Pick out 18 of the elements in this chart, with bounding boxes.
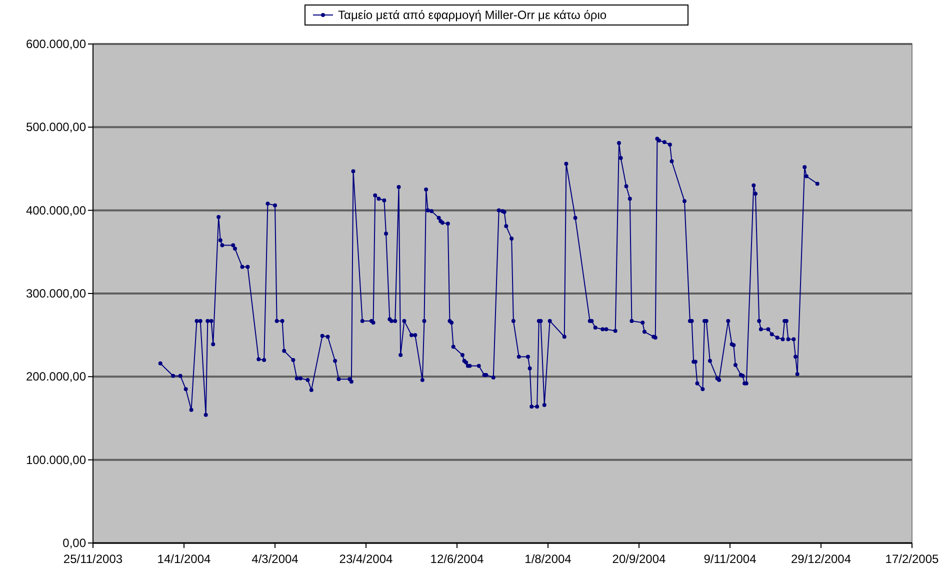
y-tick-label: 600.000,00 [26, 37, 86, 51]
legend-label: Ταμείο μετά από εφαρμογή Miller-Orr με κάτω όριο [338, 8, 607, 22]
x-tick-label: 14/1/2004 [157, 552, 212, 566]
y-tick-label: 0,00 [62, 536, 86, 550]
y-tick-label: 500.000,00 [26, 120, 86, 134]
y-tick-label: 100.000,00 [26, 452, 86, 467]
x-tick-label: 4/3/2004 [252, 552, 299, 566]
x-tick-label: 1/8/2004 [524, 552, 572, 566]
x-tick-label: 12/6/2004 [430, 552, 484, 566]
x-tick-label: 9/11/2004 [704, 552, 757, 566]
x-tick-label: 20/9/2004 [612, 552, 666, 566]
x-tick-label: 25/11/2003 [63, 552, 123, 566]
x-tick-label: 29/12/2004 [790, 552, 852, 566]
y-tick-label: 300.000,00 [26, 286, 86, 300]
y-tick-label: 200.000,00 [26, 370, 86, 384]
x-tick-label: 17/2/2005 [885, 552, 940, 566]
x-tick-label: 23/4/2004 [339, 552, 394, 566]
y-tick-label: 400.000,00 [26, 203, 86, 218]
